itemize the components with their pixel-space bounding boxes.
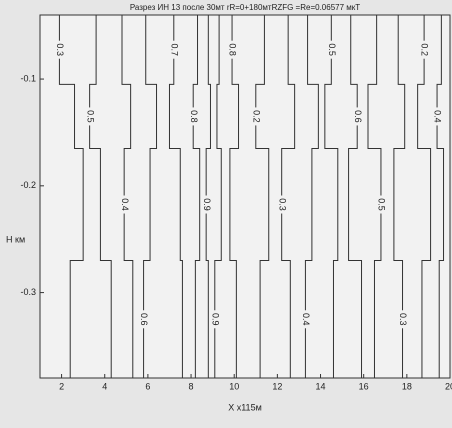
x-tick-label: 6	[145, 381, 150, 391]
contour-label: 0.7	[169, 43, 179, 56]
contour-label: 0.6	[139, 313, 149, 326]
contour-label: 0.8	[228, 43, 238, 56]
contour-label: 0.6	[353, 110, 363, 123]
contour-label: 0.5	[85, 110, 95, 123]
contour-label: 0.4	[433, 110, 443, 123]
contour-label: 0.9	[210, 313, 220, 326]
contour-label: 0.2	[420, 43, 430, 56]
x-axis-label: X x115м	[228, 402, 262, 412]
contour-label: 0.3	[55, 43, 65, 56]
x-tick-label: 2	[59, 381, 64, 391]
contour-label: 0.4	[120, 198, 130, 211]
x-tick-label: 16	[359, 381, 369, 391]
plot-area	[40, 15, 450, 378]
contour-label: 0.9	[202, 198, 212, 211]
x-tick-label: 14	[316, 381, 326, 391]
contour-label: 0.3	[398, 313, 408, 326]
x-tick-label: 12	[272, 381, 282, 391]
contour-label: 0.5	[377, 198, 387, 211]
x-tick-label: 10	[229, 381, 239, 391]
contour-label: 0.3	[277, 198, 287, 211]
chart-title: Разрез ИН 13 после 30мт rR=0+180мтRZFG =…	[130, 3, 360, 12]
x-tick-label: 4	[102, 381, 107, 391]
x-tick-label: 18	[402, 381, 412, 391]
y-tick-label: -0.1	[20, 73, 36, 83]
contour-label: 0.5	[327, 43, 337, 56]
chart: Разрез ИН 13 после 30мт rR=0+180мтRZFG =…	[0, 0, 452, 428]
contour-label: 0.8	[189, 110, 199, 123]
contour-label: 0.2	[251, 110, 261, 123]
y-axis-label: H км	[6, 234, 25, 244]
x-tick-label: 20	[445, 381, 452, 391]
contour-label: 0.4	[301, 313, 311, 326]
x-tick-label: 8	[189, 381, 194, 391]
y-tick-label: -0.3	[20, 287, 36, 297]
y-tick-label: -0.2	[20, 180, 36, 190]
